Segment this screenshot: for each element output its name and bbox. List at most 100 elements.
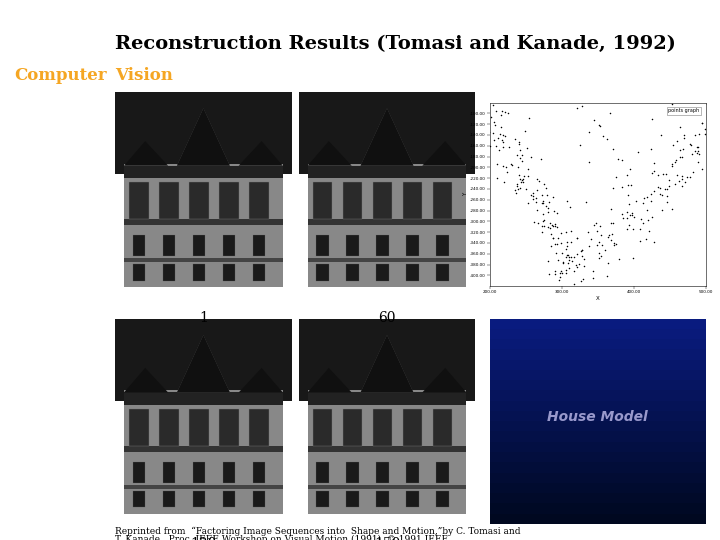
Point: [708, 120, 719, 129]
Point: [676, 174, 688, 183]
Point: [660, 185, 671, 193]
Point: [670, 180, 681, 188]
Point: [667, 205, 678, 213]
Bar: [406, 491, 419, 508]
Bar: [490, 452, 706, 462]
Point: [687, 167, 698, 176]
Bar: [130, 409, 149, 446]
Point: [569, 280, 580, 288]
Point: [493, 146, 505, 154]
Bar: [307, 258, 467, 262]
Point: [549, 206, 560, 215]
Point: [607, 184, 618, 193]
Bar: [163, 264, 175, 281]
Bar: [317, 491, 329, 508]
Bar: [133, 264, 145, 281]
Text: Vision: Vision: [115, 68, 173, 84]
Point: [513, 140, 525, 149]
Point: [634, 225, 646, 234]
Point: [536, 221, 548, 230]
Text: Computer: Computer: [14, 68, 107, 84]
Bar: [253, 264, 265, 281]
Point: [544, 224, 555, 232]
Point: [517, 175, 528, 184]
Bar: [490, 349, 706, 360]
Point: [635, 214, 647, 223]
Point: [646, 144, 657, 153]
Point: [692, 143, 703, 151]
Bar: [249, 409, 269, 446]
Point: [556, 269, 567, 278]
Point: [648, 186, 660, 195]
Polygon shape: [422, 141, 467, 166]
Point: [514, 171, 526, 179]
Point: [555, 229, 567, 238]
Bar: [490, 329, 706, 339]
Point: [624, 164, 636, 173]
Point: [509, 135, 521, 144]
Point: [648, 238, 660, 246]
Point: [543, 270, 554, 279]
Bar: [436, 462, 449, 483]
Point: [549, 240, 561, 248]
Point: [611, 240, 622, 249]
Bar: [130, 182, 149, 219]
Point: [569, 267, 580, 275]
Point: [496, 135, 508, 144]
Point: [631, 197, 642, 205]
Point: [552, 209, 563, 218]
Point: [480, 125, 491, 133]
Point: [555, 239, 567, 248]
Point: [666, 109, 678, 117]
Point: [525, 152, 536, 161]
Point: [664, 181, 675, 190]
Point: [527, 194, 539, 203]
Point: [491, 173, 503, 182]
Bar: [346, 235, 359, 256]
Point: [560, 253, 572, 262]
Bar: [317, 264, 329, 281]
Point: [549, 219, 561, 228]
Point: [570, 261, 582, 269]
Point: [547, 234, 559, 242]
Point: [666, 162, 678, 171]
Point: [552, 239, 563, 248]
Point: [676, 181, 688, 190]
Text: T. Kanade , Proc. IEEE Workshop on Visual Motion (1991). © 1991 IEEE.: T. Kanade , Proc. IEEE Workshop on Visua…: [115, 535, 451, 540]
Point: [577, 252, 588, 260]
Text: 60: 60: [378, 310, 396, 325]
Point: [591, 227, 603, 235]
Point: [490, 107, 502, 116]
Bar: [436, 235, 449, 256]
Point: [706, 127, 718, 136]
Point: [543, 204, 554, 212]
Point: [539, 215, 550, 224]
Bar: [193, 491, 205, 508]
Point: [548, 233, 559, 242]
Bar: [490, 462, 706, 472]
Point: [645, 190, 657, 198]
Point: [584, 128, 595, 137]
Point: [533, 219, 544, 228]
Point: [679, 177, 690, 186]
Point: [477, 105, 489, 113]
Bar: [490, 493, 706, 503]
Point: [554, 267, 566, 275]
Point: [516, 176, 528, 184]
Bar: [133, 491, 145, 508]
Point: [686, 150, 698, 158]
Point: [608, 241, 619, 249]
Point: [647, 115, 658, 124]
Polygon shape: [239, 368, 283, 393]
Point: [554, 272, 566, 281]
Bar: [253, 491, 265, 508]
Bar: [490, 319, 706, 329]
Point: [702, 100, 714, 109]
Bar: [490, 401, 706, 411]
Bar: [299, 92, 475, 174]
Bar: [124, 258, 283, 262]
Point: [638, 79, 649, 87]
Bar: [222, 462, 235, 483]
Point: [624, 211, 636, 219]
Point: [718, 118, 720, 126]
